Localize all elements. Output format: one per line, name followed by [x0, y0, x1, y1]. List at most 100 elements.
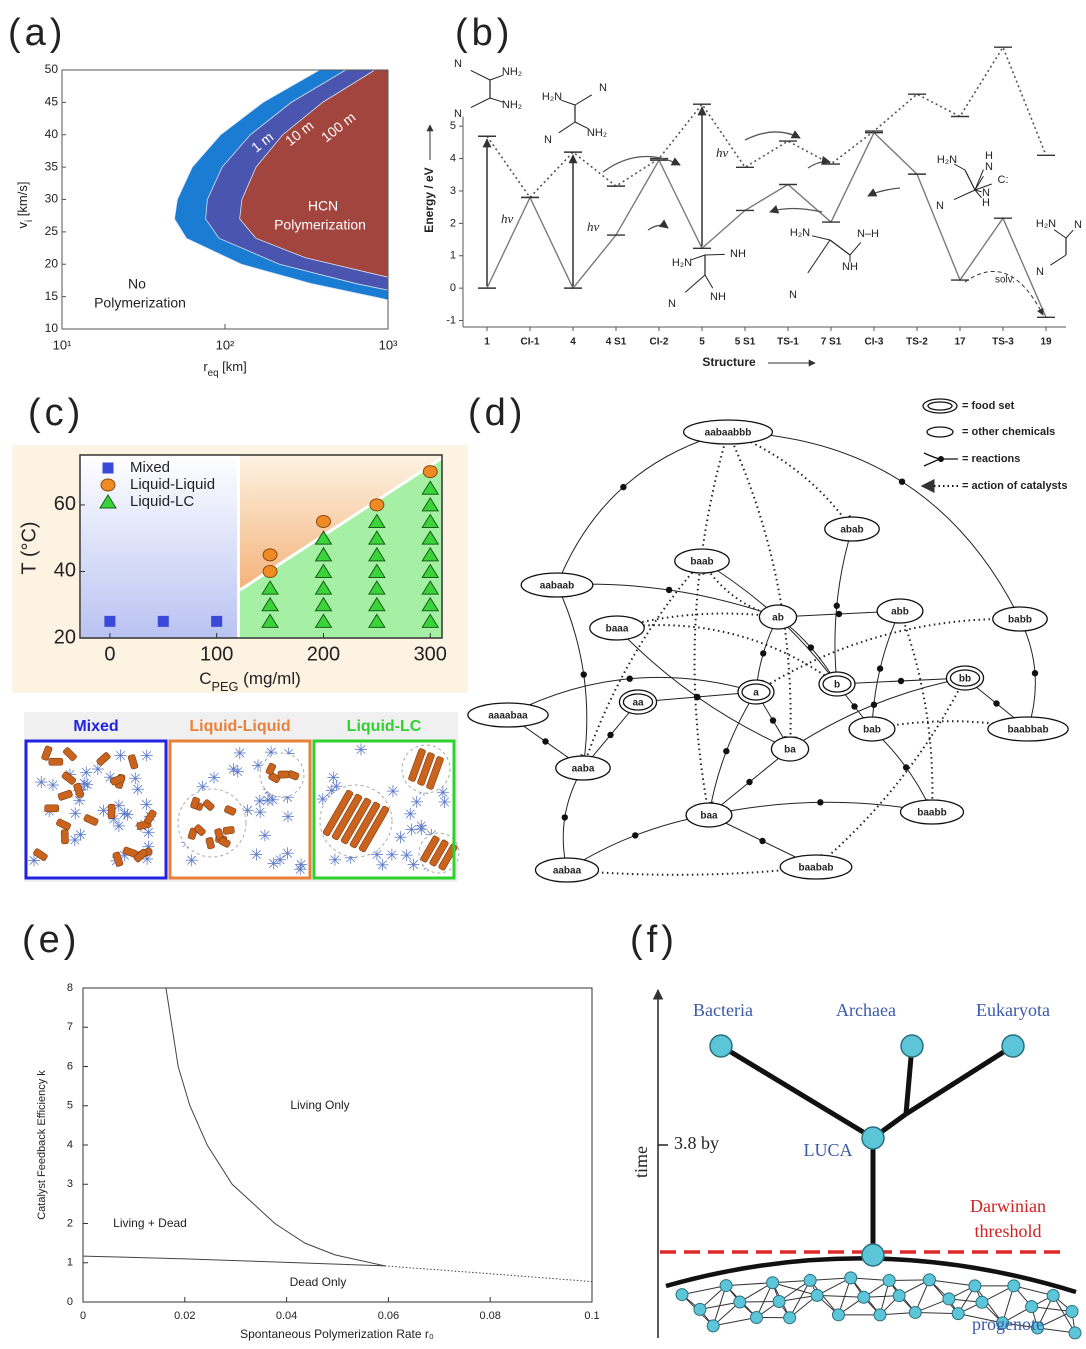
x-tick-label: 1	[484, 337, 490, 348]
base-label: progenote	[972, 1314, 1044, 1334]
node-label: ba	[784, 745, 796, 756]
node-label: aaaabaa	[488, 711, 528, 722]
marker	[423, 466, 437, 478]
progenote-node	[784, 1312, 796, 1324]
atom-label: N	[789, 289, 797, 301]
progenote-node	[1026, 1301, 1038, 1313]
atom-label: NH	[710, 291, 726, 303]
legend-other	[927, 427, 953, 437]
y-tick-label: 25	[45, 224, 59, 238]
y-tick-label: 5	[67, 1100, 73, 1112]
progenote-node	[694, 1303, 706, 1315]
y-tick-label: 2	[67, 1217, 73, 1229]
y-tick-label: 7	[67, 1021, 73, 1033]
y-tick-label: 4	[450, 152, 456, 164]
time-label: time	[631, 1146, 651, 1178]
label-part: PEG	[212, 679, 239, 694]
y-tick-label: 1	[450, 250, 456, 262]
reaction-node	[851, 703, 857, 709]
progenote-node	[909, 1306, 921, 1318]
progenote-node	[832, 1309, 844, 1321]
illustration-title: Liquid-LC	[347, 718, 422, 735]
progenote-node	[1069, 1327, 1081, 1339]
y-tick-label: 20	[54, 626, 76, 648]
marker	[263, 565, 277, 577]
panel-label: (d)	[468, 392, 526, 434]
legend-reaction-dot	[938, 456, 944, 462]
x-tick-label: 19	[1040, 337, 1052, 348]
reaction-node	[607, 732, 613, 738]
region-label: Polymerization	[94, 295, 186, 311]
x-tick-label: TS-1	[777, 337, 799, 348]
legend-label: Liquid-LC	[130, 493, 194, 510]
node-label: baabbab	[1007, 725, 1048, 736]
x-tick-label: 5 S1	[735, 337, 756, 348]
y-tick-label: 8	[67, 982, 73, 994]
x-tick-label: 0.04	[276, 1310, 297, 1322]
reaction-node	[666, 587, 672, 593]
rod	[108, 804, 115, 818]
progenote-node	[943, 1293, 955, 1305]
y-tick-label: 0	[450, 282, 456, 294]
rod	[49, 758, 63, 765]
atom-label: N	[936, 200, 944, 212]
atom-label: NH₂	[587, 127, 607, 139]
reaction-node	[834, 603, 840, 609]
reaction-node	[770, 717, 776, 723]
x-tick-label: 10¹	[53, 337, 72, 352]
y-tick-label: 2	[450, 217, 456, 229]
progenote-node	[750, 1312, 762, 1324]
reaction-node	[759, 838, 765, 844]
progenote-node	[707, 1320, 719, 1332]
node-label: ab	[772, 613, 784, 624]
x-tick-label: 0.02	[174, 1310, 195, 1322]
reaction-node	[898, 678, 904, 684]
atom-label: N	[1036, 266, 1044, 278]
y-tick-label: 5	[450, 120, 456, 132]
progenote-node	[845, 1272, 857, 1284]
node-label: aa	[632, 698, 644, 709]
legend-label: = other chemicals	[962, 426, 1055, 438]
progenote-node	[804, 1274, 816, 1286]
legend-label: Mixed	[130, 459, 170, 476]
progenote-node	[1008, 1280, 1020, 1292]
y-axis-label: Energy / eV	[422, 167, 436, 232]
x-tick-label: 10²	[216, 337, 235, 352]
x-tick-label: 0	[104, 643, 115, 665]
tree-node	[862, 1127, 884, 1149]
excitation-label: hν	[716, 145, 729, 160]
x-tick-label: 0.1	[584, 1310, 599, 1322]
node-label: bab	[863, 725, 881, 736]
label-part: eq	[208, 368, 219, 379]
y-tick-label: 10	[45, 321, 59, 335]
progenote-node	[858, 1291, 870, 1303]
legend-label: = reactions	[962, 453, 1020, 465]
node-label: aaba	[572, 764, 595, 775]
x-tick-label: CI-3	[865, 337, 884, 348]
progenote-node	[734, 1296, 746, 1308]
progenote-node	[883, 1274, 895, 1286]
y-tick-label: 50	[45, 62, 59, 76]
node-label: b	[834, 680, 840, 691]
node-label: baaa	[606, 624, 629, 635]
progenote-node	[952, 1308, 964, 1320]
region-label: Living Only	[290, 1098, 349, 1112]
x-tick-label: TS-2	[906, 337, 928, 348]
x-tick-label: TS-3	[992, 337, 1014, 348]
atom-label: NH	[842, 261, 858, 273]
progenote-node	[720, 1280, 732, 1292]
atom-label: N	[1074, 219, 1082, 231]
y-axis-label: Catalyst Feedback Efficiency k	[36, 1070, 48, 1220]
x-tick-label: 0.06	[378, 1310, 399, 1322]
x-tick-label: 100	[200, 643, 233, 665]
progenote-node	[976, 1296, 988, 1308]
progenote-node	[676, 1289, 688, 1301]
x-tick-label: 10³	[379, 337, 398, 352]
atom-label: N	[985, 161, 993, 173]
reaction-node	[723, 748, 729, 754]
atom-label: H₂N	[1036, 218, 1056, 230]
node-label: baabb	[917, 808, 946, 819]
rod	[61, 830, 68, 844]
node-label: aabaa	[553, 866, 582, 877]
